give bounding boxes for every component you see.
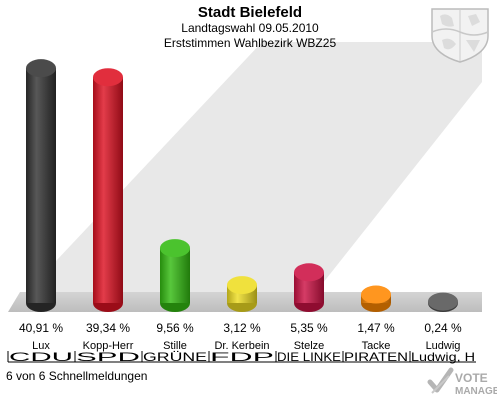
coat-of-arms-icon (431, 8, 489, 63)
bar-gr-ne (160, 239, 190, 312)
bar-cdu (26, 59, 56, 312)
candidate-label: Ludwig (426, 340, 461, 352)
chart-backdrop (8, 42, 482, 312)
candidate-label: Dr. Kerbein (214, 340, 269, 352)
value-label: 5,35 % (290, 321, 328, 335)
reporting-status: 6 von 6 Schnellmeldungen (6, 369, 148, 383)
party-label: DIE LINKE (277, 350, 341, 364)
candidate-label: Stelze (294, 340, 325, 352)
bar-piraten (361, 285, 391, 312)
value-label: 1,47 % (357, 321, 395, 335)
party-label: PIRATEN (344, 350, 408, 364)
party-label: CDU (9, 350, 73, 364)
candidate-label: Lux (32, 340, 50, 352)
checkmark-icon (427, 367, 454, 394)
value-label: 0,24 % (424, 321, 462, 335)
bar-ludwig-h (428, 292, 458, 312)
bar-spd (93, 68, 123, 312)
watermark-line2: MANAGER (455, 386, 497, 397)
candidate-label: Kopp-Herr (83, 340, 134, 352)
candidate-label: Stille (163, 340, 187, 352)
watermark-line1: VOTE (455, 371, 488, 385)
party-label: SPD (76, 350, 141, 364)
candidate-labels-group: Lux Kopp-Herr Stille Dr. Kerbein Stelze Tacke… (32, 340, 460, 352)
party-label: Ludwig, H (411, 350, 475, 364)
value-label: 39,34 % (86, 321, 130, 335)
value-labels-group: 40,91 % 39,34 % 9,56 % 3,12 % 5,35 % 1,47 % 0,… (19, 321, 462, 335)
party-labels-group: CDU SPD GRÜNE FDP DIE LINKE PIRATEN Ludwig, H (7, 350, 475, 364)
vote-manager-logo: VOTE MANAGER (427, 367, 497, 397)
party-label: FDP (210, 350, 274, 364)
candidate-label: Tacke (362, 340, 391, 352)
bar-fdp (227, 276, 257, 312)
bar-die-linke (294, 263, 324, 312)
party-label: GRÜNE (143, 350, 207, 364)
bars-group (26, 59, 458, 312)
value-label: 3,12 % (223, 321, 261, 335)
value-label: 9,56 % (156, 321, 194, 335)
value-label: 40,91 % (19, 321, 63, 335)
